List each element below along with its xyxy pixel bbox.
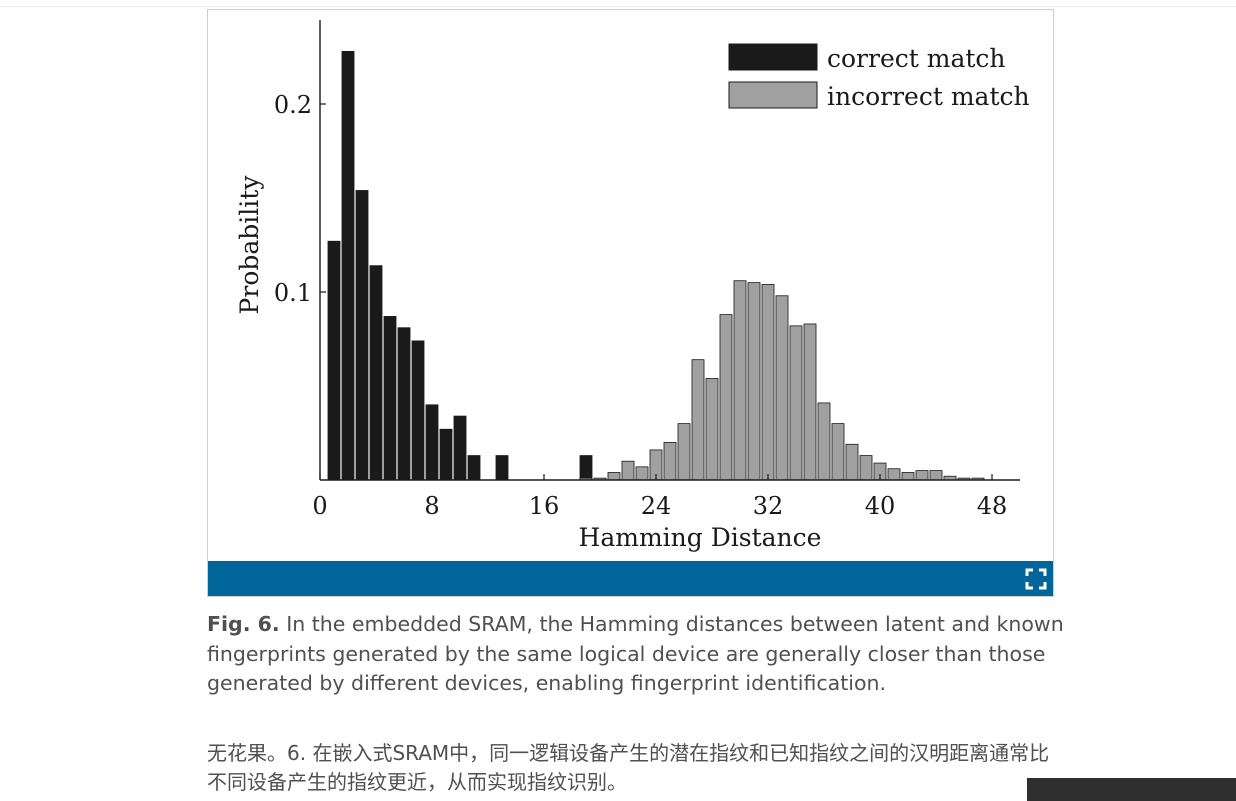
x-tick-label: 16 <box>529 492 560 520</box>
caption-text: In the embedded SRAM, the Hamming distan… <box>207 612 1064 695</box>
incorrect-match-bar <box>719 314 733 481</box>
y-axis-title: Probability <box>235 175 264 315</box>
top-divider <box>0 6 1236 7</box>
correct-match-bar <box>453 415 467 481</box>
incorrect-match-bar <box>915 470 929 481</box>
incorrect-match-bar <box>775 295 789 481</box>
legend: correct match incorrect match <box>728 43 1030 111</box>
incorrect-match-bar <box>845 443 859 481</box>
incorrect-match-bar <box>677 423 691 481</box>
correct-match-bar <box>355 190 369 481</box>
incorrect-match-bar <box>663 441 677 481</box>
legend-swatch <box>728 81 818 109</box>
incorrect-match-bar <box>747 282 761 481</box>
ticks-layer: 0 8 16 24 32 40 48 0.1 0.2 <box>274 91 1007 520</box>
axes-layer <box>319 20 1020 481</box>
figure-frame: 0 8 16 24 32 40 48 0.1 0.2 Hamming Distance Prob… <box>207 9 1054 597</box>
incorrect-match-bar <box>705 378 719 481</box>
incorrect-match-bar <box>691 359 705 481</box>
correct-match-bar <box>425 404 439 481</box>
x-tick-label: 48 <box>977 492 1008 520</box>
incorrect-match-bar <box>831 423 845 481</box>
corner-overlay <box>1027 778 1236 801</box>
incorrect-match-bar <box>789 325 803 481</box>
caption-translation: 无花果。6. 在嵌入式SRAM中，同一逻辑设备产生的潜在指纹和已知指纹之间的汉明… <box>207 741 1050 794</box>
incorrect-match-bar <box>635 466 649 481</box>
incorrect-match-bar <box>761 284 775 481</box>
legend-label: correct match <box>827 44 1006 73</box>
legend-swatch <box>728 43 818 71</box>
x-tick-label: 24 <box>641 492 672 520</box>
correct-match-bar <box>495 455 509 481</box>
incorrect-match-bar <box>901 472 915 481</box>
incorrect-match-bar <box>929 470 943 481</box>
x-axis-title: Hamming Distance <box>579 523 822 552</box>
x-tick-label: 40 <box>865 492 896 520</box>
incorrect-match-bar <box>733 280 747 481</box>
incorrect-match-bar <box>859 455 873 481</box>
correct-match-bar <box>383 316 397 481</box>
correct-match-bar <box>439 428 453 481</box>
expand-icon[interactable] <box>1025 568 1047 590</box>
y-tick-label: 0.1 <box>274 279 312 307</box>
y-tick-label: 0.2 <box>274 91 312 119</box>
correct-match-bar <box>467 455 481 481</box>
correct-match-bar <box>411 340 425 481</box>
incorrect-match-bar <box>803 323 817 481</box>
figure-label: Fig. 6. <box>207 612 280 636</box>
correct-match-bar <box>341 50 355 481</box>
incorrect-match-bar <box>887 468 901 481</box>
incorrect-match-bar <box>817 402 831 481</box>
correct-match-bar <box>369 265 383 481</box>
incorrect-match-bar <box>607 472 621 481</box>
correct-match-bar <box>579 455 593 481</box>
legend-label: incorrect match <box>827 82 1030 111</box>
x-tick-label: 32 <box>753 492 784 520</box>
correct-match-bar <box>327 240 341 481</box>
bars-layer <box>327 50 985 481</box>
histogram-chart: 0 8 16 24 32 40 48 0.1 0.2 Hamming Distance Prob… <box>235 20 1030 552</box>
x-tick-label: 0 <box>312 492 327 520</box>
figure-caption: Fig. 6. In the embedded SRAM, the Hammin… <box>207 610 1067 699</box>
figure-toolbar <box>208 561 1053 596</box>
correct-match-bar <box>397 327 411 481</box>
incorrect-match-bar <box>621 460 635 481</box>
x-tick-label: 8 <box>424 492 439 520</box>
